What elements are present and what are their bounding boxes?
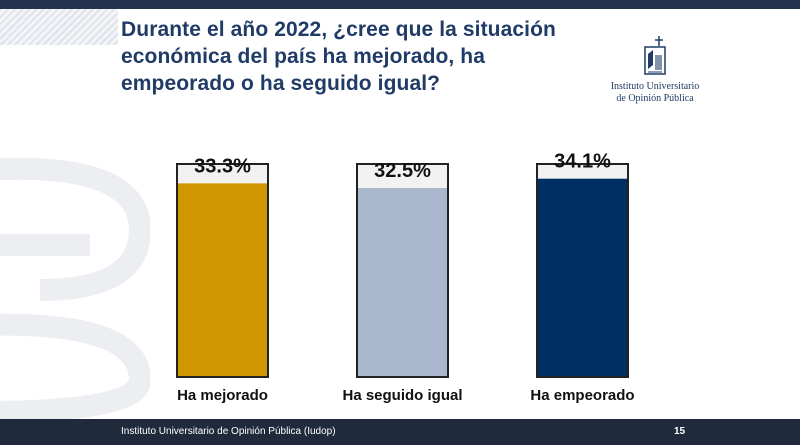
bar-outline (536, 163, 629, 378)
bar-chart: 33.3% Ha mejorado 32.5% Ha seguido igual 34.… (176, 151, 635, 404)
bar (358, 188, 447, 376)
category-label: Ha empeorado (530, 387, 634, 404)
top-bar (0, 0, 800, 9)
data-label: 33.3% (194, 155, 251, 177)
category-label: Ha seguido igual (342, 387, 462, 404)
footer: Instituto Universitario de Opinión Públi… (0, 419, 800, 445)
logo-text: Instituto Universitario de Opinión Públi… (600, 81, 710, 105)
logo-text-line2: de Opinión Pública (616, 93, 694, 104)
iudop-logo: Instituto Universitario de Opinión Públi… (600, 36, 710, 105)
data-label: 34.1% (554, 151, 611, 173)
iudop-logo-icon (644, 36, 666, 75)
watermark-logo (0, 157, 150, 420)
bar-outline (356, 163, 449, 378)
page-title: Durante el año 2022, ¿cree que la situac… (121, 18, 556, 95)
logo-text-line1: Instituto Universitario (610, 81, 700, 92)
bar-outline (176, 163, 269, 378)
category-label: Ha mejorado (177, 387, 268, 404)
data-label: 32.5% (374, 160, 431, 182)
title-stripe-decoration (0, 9, 118, 45)
page-number: 15 (674, 426, 686, 437)
bar (538, 178, 627, 376)
bar (178, 183, 267, 376)
footer-text: Instituto Universitario de Opinión Públi… (121, 426, 336, 437)
